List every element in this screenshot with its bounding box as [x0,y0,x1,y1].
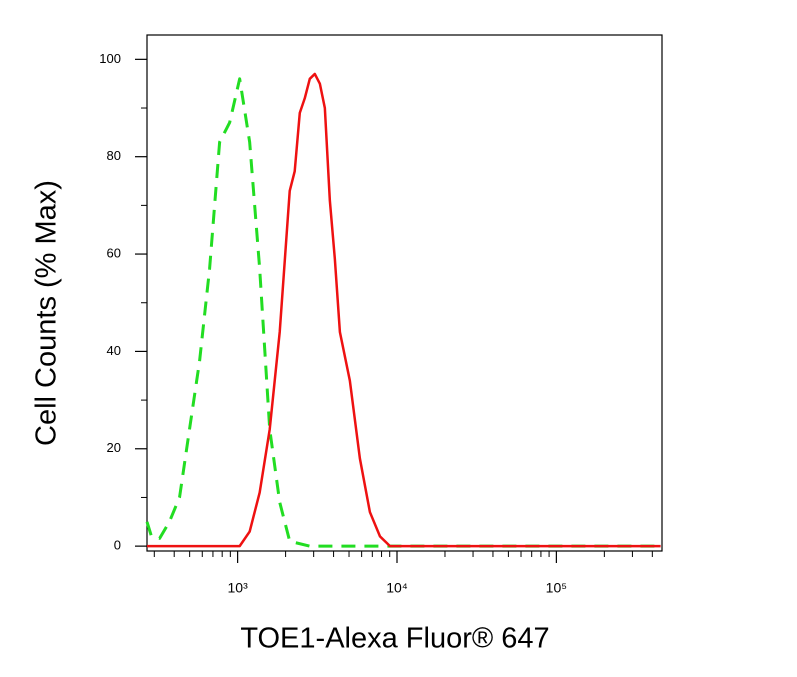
x-tick-label: 10⁴ [386,580,408,596]
histogram-line [145,77,661,548]
plot-frame [146,34,663,552]
y-tick-label: 40 [107,343,121,358]
x-axis-label: TOE1-Alexa Fluor® 647 [240,623,549,655]
y-tick-label: 60 [107,245,121,260]
y-tick-label: 80 [107,148,121,163]
x-tick-label: 10⁵ [546,580,567,596]
y-tick-label: 100 [99,51,121,66]
y-tick-label: 0 [114,538,121,553]
y-tick-label: 20 [107,440,121,455]
x-tick-label: 10³ [228,580,249,596]
y-axis-label: Cell Counts (% Max) [31,180,63,446]
histogram-line [147,72,661,548]
